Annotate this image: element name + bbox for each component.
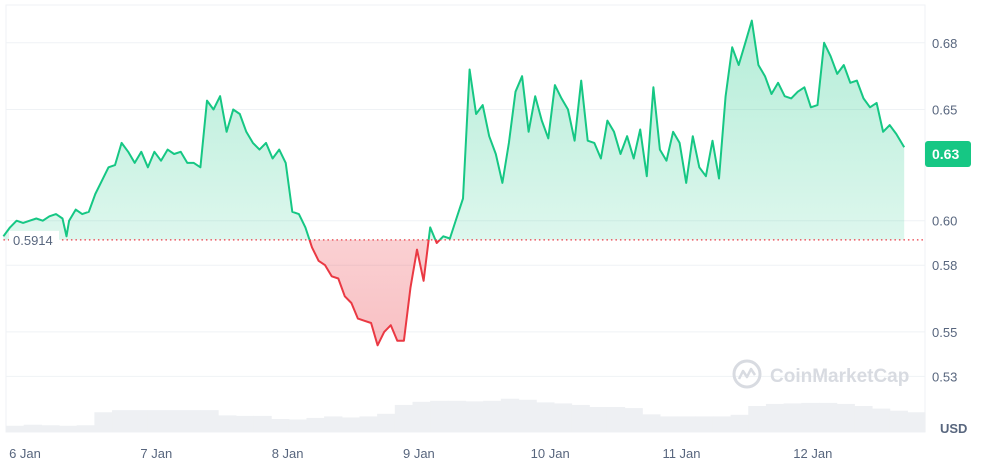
volume-bar	[23, 424, 42, 432]
y-tick-label: 0.60	[932, 214, 957, 229]
current-price-label: 0.63	[932, 146, 959, 162]
volume-bar	[324, 416, 343, 432]
volume-bar	[235, 415, 255, 432]
y-tick-label: 0.65	[932, 103, 957, 118]
x-tick-label: 11 Jan	[662, 446, 700, 461]
volume-bar	[253, 415, 272, 432]
area-fill-above-baseline	[3, 20, 905, 240]
x-tick-label: 6 Jan	[9, 446, 41, 461]
y-tick-label: 0.58	[932, 258, 957, 273]
volume-bar	[854, 406, 873, 432]
baseline-label: 0.5914	[9, 230, 59, 249]
volume-bar	[624, 408, 643, 432]
volume-bar	[129, 410, 148, 432]
volume-bar	[518, 399, 537, 432]
volume-bar	[377, 413, 396, 432]
volume-bar	[500, 398, 520, 432]
volume-bar	[818, 402, 838, 432]
x-tick-label: 7 Jan	[140, 446, 172, 461]
volume-bar	[447, 400, 467, 432]
y-axis: 0.68 0.65 0.60 0.58 0.55 0.53	[932, 36, 957, 385]
volume-bar	[271, 419, 290, 432]
coinmarketcap-logo-icon	[732, 359, 762, 389]
x-tick-label: 9 Jan	[403, 446, 435, 461]
price-line-above-baseline	[2, 19, 906, 240]
volume-bar	[748, 406, 767, 432]
y-tick-label: 0.53	[932, 369, 957, 384]
volume-bar	[836, 403, 855, 432]
volume-bar	[783, 403, 802, 432]
volume-bar	[394, 404, 414, 432]
x-tick-label: 12 Jan	[793, 446, 832, 461]
volume-bar	[41, 425, 60, 432]
x-tick-label: 10 Jan	[531, 446, 570, 461]
volume-bar	[695, 416, 714, 432]
volume-bar	[536, 402, 555, 432]
x-axis: 6 Jan 7 Jan 8 Jan 9 Jan 10 Jan 11 Jan 12 Jan	[9, 446, 832, 461]
volume-bar	[200, 410, 219, 432]
volume-bar	[712, 416, 732, 432]
volume-bar	[642, 414, 661, 432]
volume-bar	[76, 425, 95, 432]
volume-bar	[430, 400, 449, 432]
coinmarketcap-watermark: CoinMarketCap	[732, 359, 909, 389]
current-price-badge-background	[925, 141, 971, 168]
volume-bar	[94, 412, 113, 432]
volume-bar	[801, 402, 820, 432]
volume-bar	[112, 410, 131, 432]
volume-bar	[907, 412, 926, 432]
price-area	[2, 19, 925, 347]
volume-bar	[412, 401, 431, 432]
volume-bar	[871, 408, 891, 432]
volume-bar	[6, 425, 25, 432]
volume-bar	[571, 404, 590, 432]
volume-bar	[483, 400, 502, 432]
volume-bar	[606, 407, 626, 432]
x-tick-label: 8 Jan	[272, 446, 304, 461]
volume-bar	[677, 416, 696, 432]
volume-bar	[659, 416, 679, 432]
volume-bar	[59, 425, 78, 432]
volume-bar	[889, 410, 908, 432]
volume-bar	[465, 401, 484, 432]
baseline-label-background	[9, 230, 59, 249]
watermark-text: CoinMarketCap	[770, 366, 909, 387]
volume-bars	[6, 398, 926, 432]
currency-label: USD	[940, 421, 967, 436]
y-tick-label: 0.55	[932, 325, 957, 340]
volume-bar	[730, 414, 749, 432]
volume-bar	[165, 410, 184, 432]
coinmarketcap-logo-wave	[737, 367, 757, 380]
volume-bar	[341, 417, 361, 432]
volume-bar	[147, 410, 166, 432]
baseline-value-label: 0.5914	[13, 233, 53, 248]
volume-bar	[589, 407, 608, 432]
volume-bar	[553, 403, 573, 432]
y-tick-label: 0.68	[932, 36, 957, 51]
volume-bar	[218, 415, 237, 432]
volume-bar	[765, 403, 785, 432]
area-fill-below-baseline	[309, 239, 440, 346]
volume-bar	[306, 417, 325, 432]
volume-bar	[182, 410, 202, 432]
current-price-badge: 0.63	[925, 141, 971, 168]
volume-bar	[288, 419, 308, 432]
volume-bar	[359, 416, 378, 432]
